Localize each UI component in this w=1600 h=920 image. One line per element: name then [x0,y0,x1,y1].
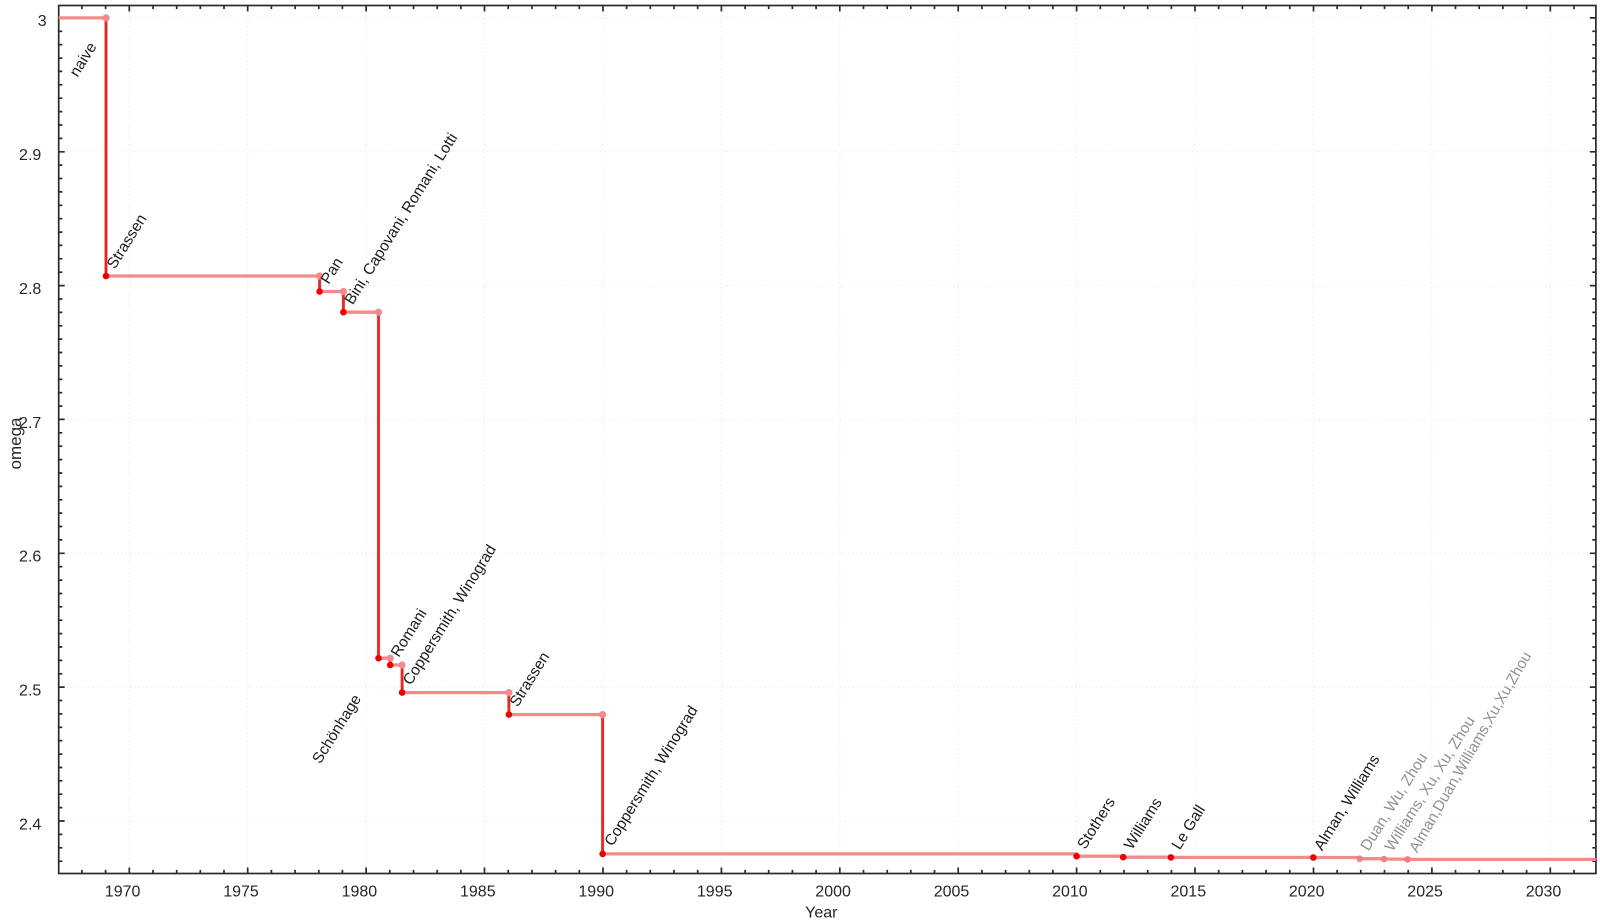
svg-text:2005: 2005 [934,883,970,900]
svg-text:2.5: 2.5 [19,683,41,700]
svg-text:3: 3 [38,13,47,30]
svg-text:1995: 1995 [697,883,733,900]
svg-text:1985: 1985 [460,883,496,900]
svg-text:2010: 2010 [1052,883,1088,900]
svg-text:2030: 2030 [1526,883,1562,900]
svg-text:2.4: 2.4 [19,816,41,833]
svg-text:2000: 2000 [815,883,851,900]
svg-text:2.8: 2.8 [19,281,41,298]
svg-text:2020: 2020 [1289,883,1325,900]
svg-text:2.9: 2.9 [19,147,41,164]
svg-text:1980: 1980 [342,883,378,900]
svg-text:1970: 1970 [105,883,141,900]
svg-text:2.6: 2.6 [19,549,41,566]
svg-text:1975: 1975 [223,883,259,900]
svg-text:omega: omega [6,417,25,470]
svg-text:1990: 1990 [578,883,614,900]
svg-text:Year: Year [805,904,838,920]
svg-text:2015: 2015 [1171,883,1207,900]
svg-text:2025: 2025 [1407,883,1443,900]
svg-text:2.7: 2.7 [19,415,41,432]
